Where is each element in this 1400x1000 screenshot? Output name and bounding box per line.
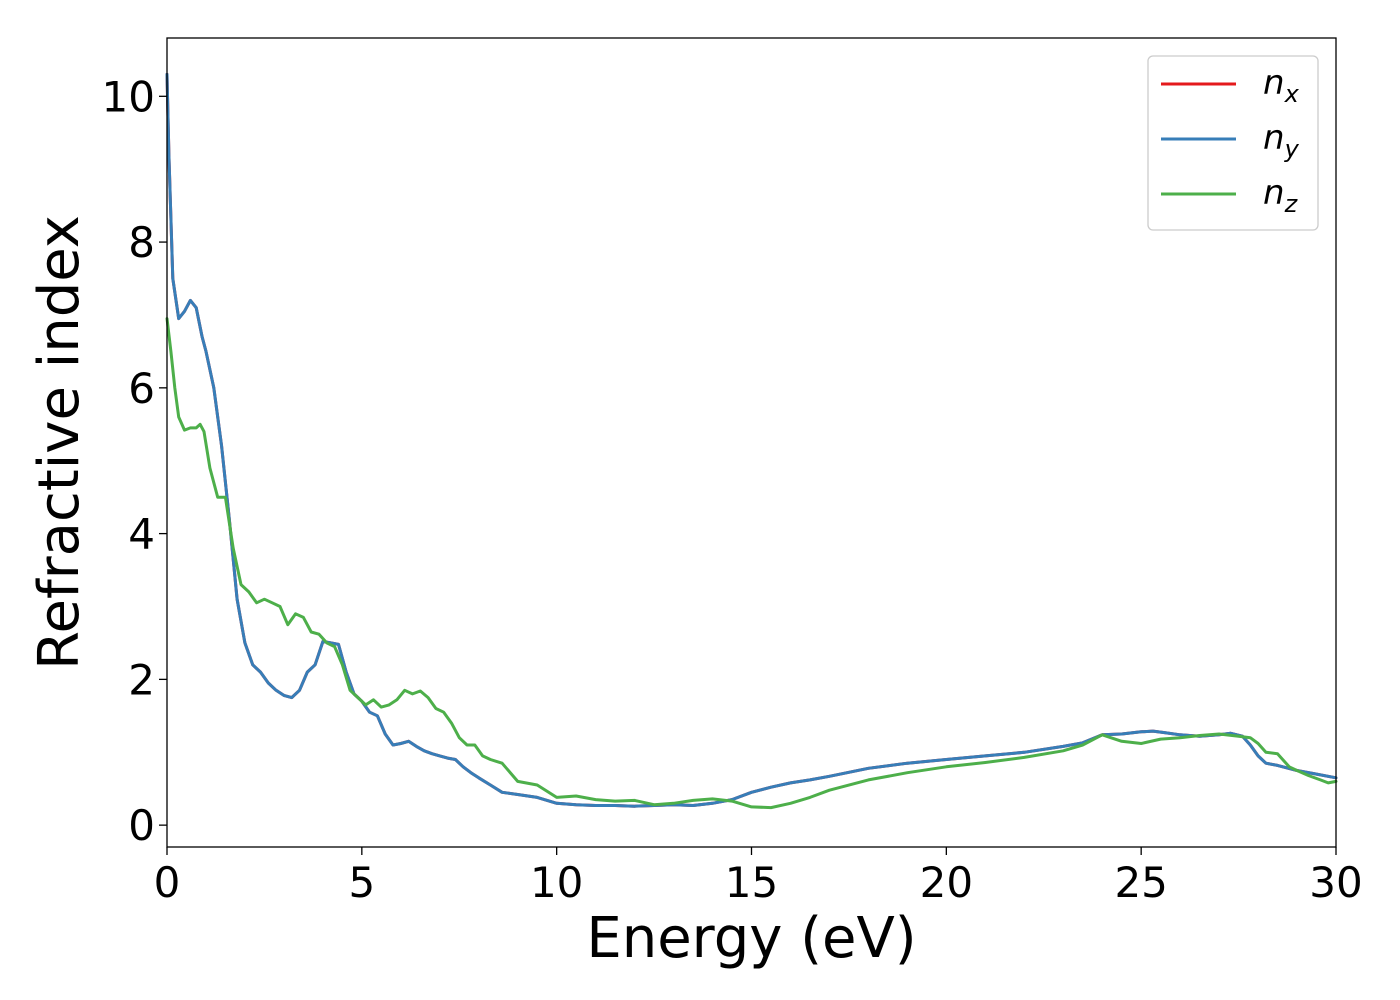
legend-label-base: n [1263,63,1285,103]
legend-label-base: n [1263,118,1285,158]
y-tick-label: 4 [128,510,155,559]
y-axis-title: Refractive index [27,215,92,670]
x-axis-title: Energy (eV) [586,906,916,971]
x-tick-label: 20 [920,858,973,907]
y-tick-label: 2 [128,655,155,704]
legend-label-z: nz [1263,173,1299,218]
x-tick-label: 25 [1114,858,1167,907]
legend-label-subscript: y [1284,135,1300,163]
x-tick-label: 30 [1309,858,1362,907]
legend-label-y: ny [1263,118,1300,163]
series-line-z [165,317,1338,810]
series-line-y [165,72,1338,808]
x-tick-label: 10 [530,858,583,907]
plot-lines [165,72,1338,810]
y-axis-ticks: 0 2 4 6 8 10 [102,72,167,850]
legend-label-base: n [1263,173,1285,213]
legend-label-x: nx [1263,63,1300,108]
x-axis-ticks: 0 5 10 15 20 25 30 [154,847,1363,907]
x-tick-label: 0 [154,858,181,907]
y-tick-label: 6 [128,364,155,413]
y-tick-label: 8 [128,218,155,267]
legend-box [1147,55,1319,231]
legend-label-subscript: x [1284,80,1300,108]
legend-label-subscript: z [1284,190,1299,218]
x-tick-label: 15 [725,858,778,907]
y-tick-label: 10 [102,72,155,121]
x-tick-label: 5 [348,858,375,907]
y-tick-label: 0 [128,801,155,850]
